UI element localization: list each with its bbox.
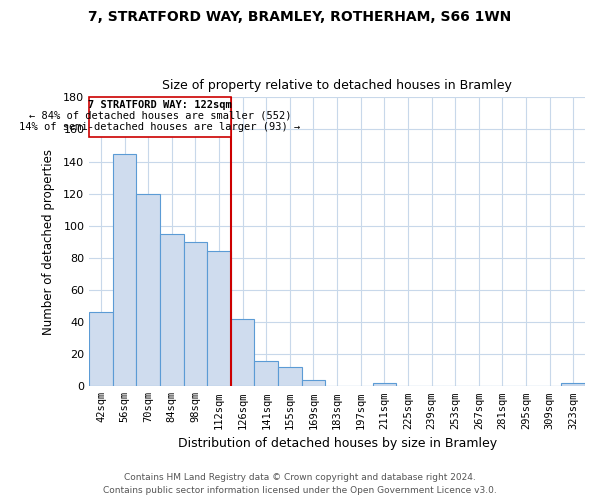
Text: 14% of semi-detached houses are larger (93) →: 14% of semi-detached houses are larger (… [19, 122, 301, 132]
Text: 7 STRATFORD WAY: 122sqm: 7 STRATFORD WAY: 122sqm [88, 100, 232, 110]
Bar [207, 252, 231, 386]
Bar [373, 383, 396, 386]
Text: Contains HM Land Registry data © Crown copyright and database right 2024.
Contai: Contains HM Land Registry data © Crown c… [103, 474, 497, 495]
Bar [113, 154, 136, 386]
Title: Size of property relative to detached houses in Bramley: Size of property relative to detached ho… [162, 79, 512, 92]
X-axis label: Distribution of detached houses by size in Bramley: Distribution of detached houses by size … [178, 437, 497, 450]
Bar [136, 194, 160, 386]
Text: 7, STRATFORD WAY, BRAMLEY, ROTHERHAM, S66 1WN: 7, STRATFORD WAY, BRAMLEY, ROTHERHAM, S6… [88, 10, 512, 24]
Bar [231, 319, 254, 386]
Bar [254, 360, 278, 386]
Bar [160, 234, 184, 386]
Bar [302, 380, 325, 386]
Y-axis label: Number of detached properties: Number of detached properties [42, 149, 55, 335]
Bar [89, 312, 113, 386]
Bar [184, 242, 207, 386]
Text: ← 84% of detached houses are smaller (552): ← 84% of detached houses are smaller (55… [29, 111, 291, 121]
FancyBboxPatch shape [89, 98, 231, 138]
Bar [278, 367, 302, 386]
Bar [562, 383, 585, 386]
